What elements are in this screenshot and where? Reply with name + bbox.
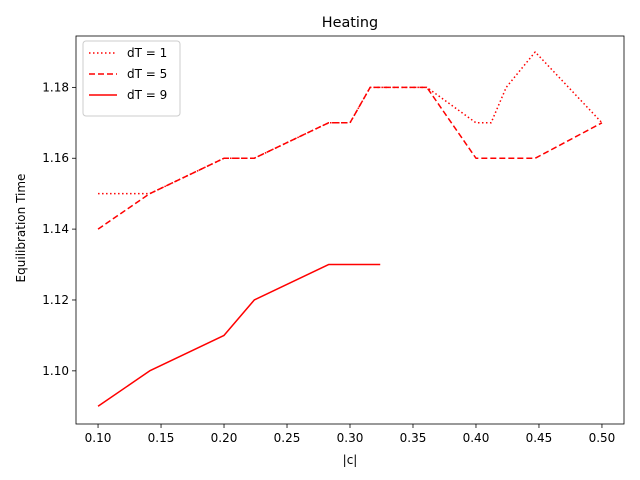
series-line-dt-9 [97,263,381,407]
y-tick-label: 1.10 [42,364,69,378]
y-axis: 1.10 1.12 1.14 1.16 1.18 [42,80,76,378]
y-tick-label: 1.12 [42,293,69,307]
legend-label: dT = 5 [127,67,167,81]
x-tick-label: 0.25 [274,431,301,445]
x-tick-label: 0.15 [148,431,175,445]
y-tick-label: 1.16 [42,151,69,165]
x-axis-title: |c| [343,453,358,467]
x-tick-label: 0.20 [211,431,238,445]
legend-label: dT = 9 [127,88,167,102]
series-line-dt-5 [97,86,603,230]
series-layer [97,51,603,407]
x-tick-label: 0.45 [526,431,553,445]
legend-box [82,40,181,117]
y-axis-title: Equilibration Time [14,174,28,283]
legend: dT = 1 dT = 5 dT = 9 [82,40,181,117]
x-tick-label: 0.30 [337,431,364,445]
x-tick-label: 0.40 [463,431,490,445]
y-tick-label: 1.14 [42,222,69,236]
x-axis: 0.10 0.15 0.20 0.25 0.30 0.35 0.40 0.45 0.50 [85,424,616,445]
x-tick-label: 0.35 [400,431,427,445]
x-tick-label: 0.50 [589,431,616,445]
y-tick-label: 1.18 [42,80,69,94]
x-tick-label: 0.10 [85,431,112,445]
chart-title: Heating [322,15,378,31]
legend-label: dT = 1 [127,46,167,60]
